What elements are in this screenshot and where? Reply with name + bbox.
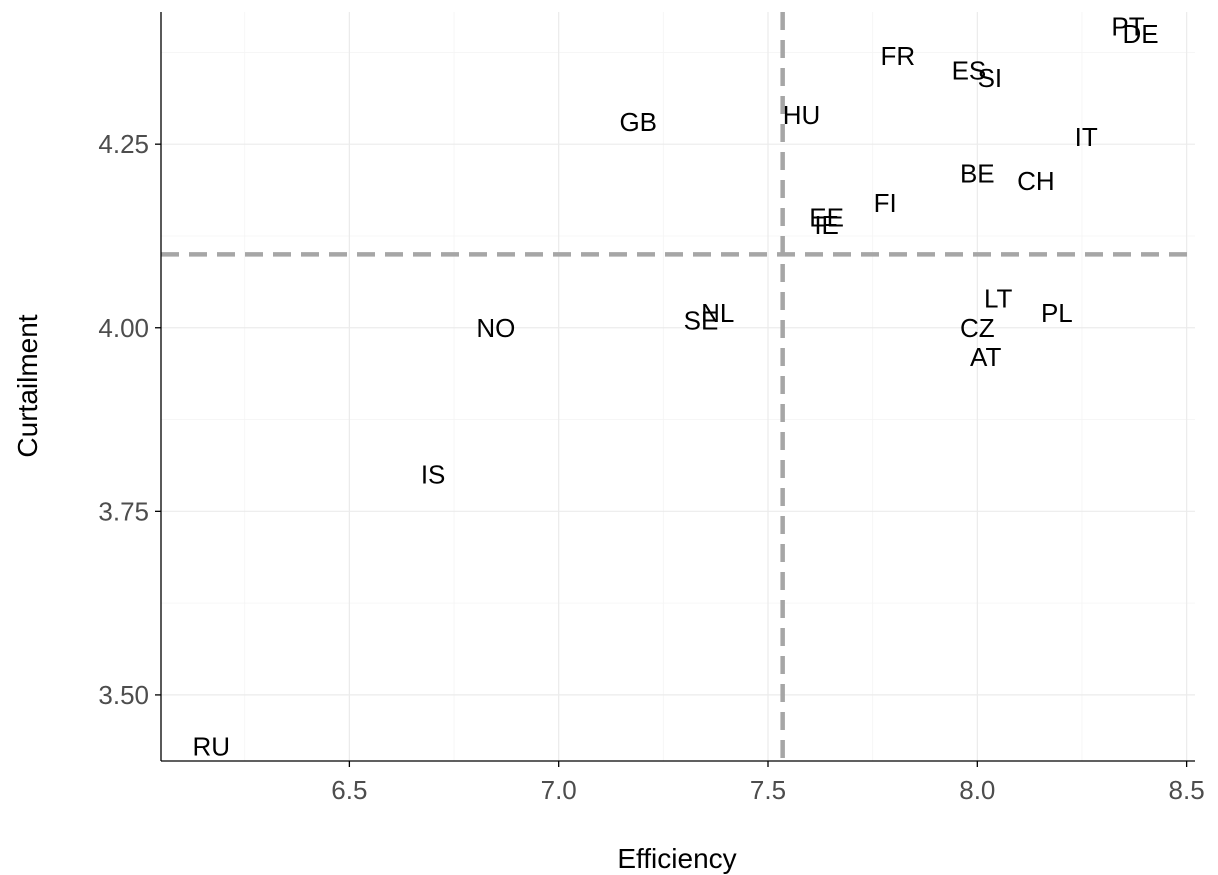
x-axis-title: Efficiency [617, 843, 736, 874]
major-gridlines [161, 12, 1195, 761]
x-axis-tick-labels: 6.5 7.0 7.5 8.0 8.5 [331, 775, 1204, 805]
x-tick-label: 8.0 [959, 775, 995, 805]
point-label-gb: GB [619, 107, 657, 137]
point-label-is: IS [421, 460, 446, 490]
point-label-si: SI [978, 63, 1003, 93]
point-label-nl: NL [701, 298, 734, 328]
point-label-ru: RU [192, 731, 230, 761]
y-axis-tick-labels: 3.50 3.75 4.00 4.25 [98, 129, 149, 710]
point-label-fr: FR [880, 41, 915, 71]
point-label-pl: PL [1041, 298, 1073, 328]
minor-gridlines [161, 12, 1195, 761]
y-tick-label: 4.25 [98, 129, 149, 159]
point-label-lt: LT [984, 283, 1013, 313]
point-label-ie: IE [814, 210, 839, 240]
x-tick-label: 8.5 [1169, 775, 1205, 805]
point-label-ee: EE [809, 203, 844, 233]
x-tick-label: 7.0 [541, 775, 577, 805]
point-label-no: NO [476, 313, 515, 343]
point-label-cz: CZ [960, 313, 995, 343]
point-label-hu: HU [783, 100, 821, 130]
x-tick-label: 6.5 [331, 775, 367, 805]
y-tick-label: 3.50 [98, 680, 149, 710]
point-label-pt: PT [1111, 12, 1144, 42]
y-axis-title: Curtailment [12, 314, 43, 457]
y-tick-label: 4.00 [98, 313, 149, 343]
x-tick-label: 7.5 [750, 775, 786, 805]
y-tick-label: 3.75 [98, 496, 149, 526]
point-label-at: AT [970, 342, 1001, 372]
point-label-it: IT [1075, 122, 1098, 152]
reference-lines [161, 12, 1195, 761]
point-label-se: SE [684, 305, 719, 335]
axes [155, 12, 1195, 767]
point-label-ch: CH [1017, 166, 1055, 196]
point-label-de: DE [1123, 19, 1159, 49]
point-label-es: ES [952, 56, 987, 86]
point-label-be: BE [960, 159, 995, 189]
point-label-fi: FI [874, 188, 897, 218]
